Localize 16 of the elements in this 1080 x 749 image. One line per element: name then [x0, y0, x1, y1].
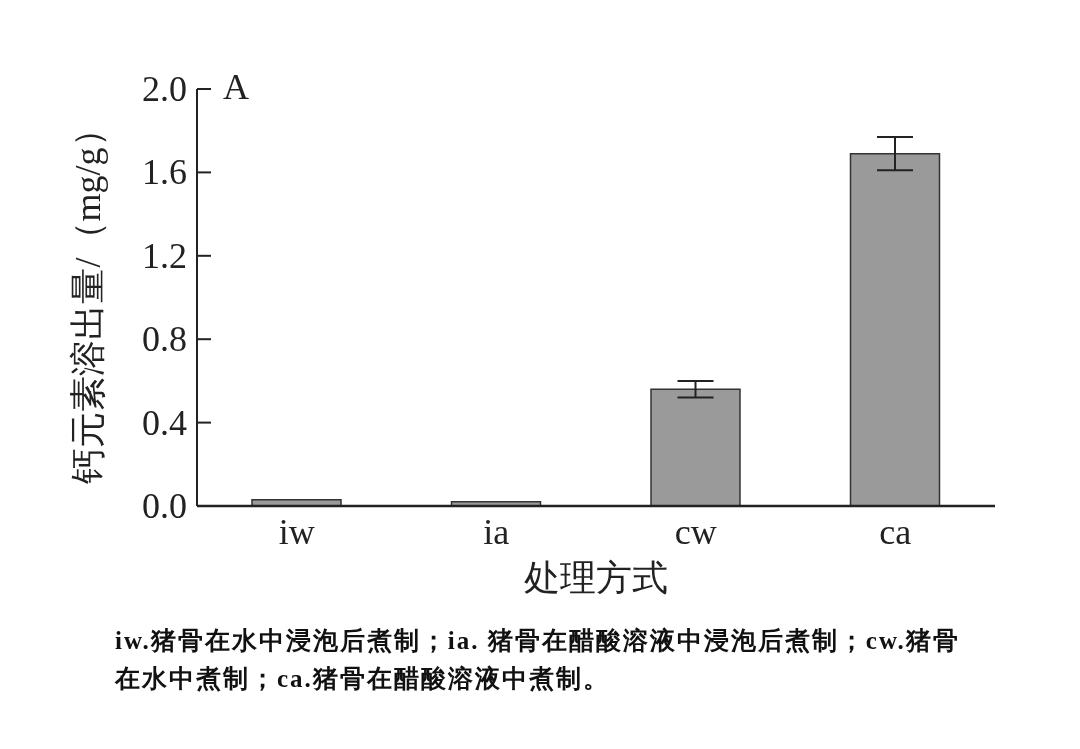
x-tick-label: iw [278, 511, 315, 552]
y-tick-label: 1.2 [142, 235, 187, 276]
y-tick-label: 0.0 [142, 486, 187, 526]
y-tick-label: 2.0 [142, 69, 187, 109]
bar [650, 388, 741, 506]
x-axis-title: 处理方式 [524, 558, 668, 598]
annotation: A [223, 67, 249, 107]
y-tick-label: 1.6 [142, 152, 187, 193]
y-axis-title: 钙元素溶出量/（mg/g） [68, 111, 108, 485]
x-tick-label: cw [674, 511, 717, 552]
x-tick-label: ia [483, 511, 510, 552]
y-tick-label: 0.4 [142, 402, 187, 443]
y-tick-label: 0.8 [142, 319, 187, 360]
text: iw.猪骨在水中浸泡后煮制；ia. 猪骨在醋酸溶液中浸泡后煮制；cw.猪骨在水中煮制；ca.猪骨在醋酸溶液中煮制。 [115, 626, 961, 694]
x-tick-label: ca [879, 511, 912, 552]
bar [849, 152, 941, 506]
